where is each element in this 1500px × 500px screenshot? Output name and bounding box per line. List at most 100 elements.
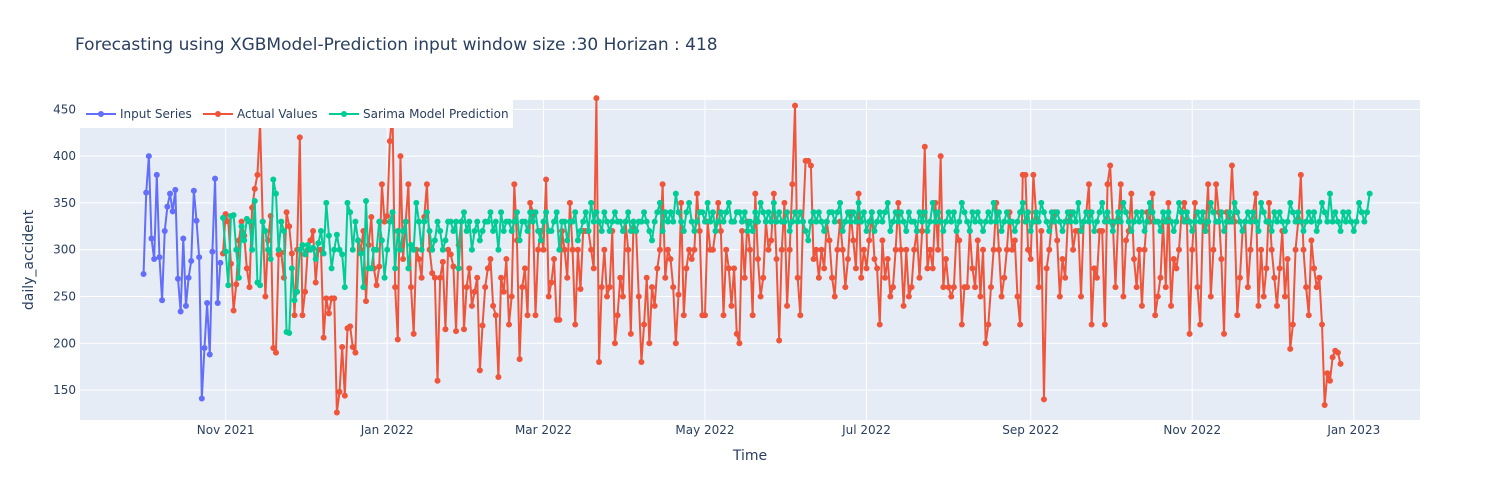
series-point (927, 246, 934, 253)
series-point (1266, 199, 1273, 206)
series-point (564, 237, 571, 244)
series-point (1353, 218, 1360, 225)
series-point (831, 293, 838, 300)
legend-item[interactable]: Sarima Model Prediction (329, 107, 509, 121)
series-point (1088, 209, 1095, 216)
legend-background (80, 100, 513, 128)
series-point (905, 209, 912, 216)
series-point (937, 153, 944, 160)
series-point (524, 312, 531, 319)
series-point (911, 246, 918, 253)
series-point (450, 227, 457, 234)
series-point (1101, 321, 1108, 328)
series-point (874, 265, 881, 272)
series-point (368, 265, 375, 272)
series-point (1083, 209, 1090, 216)
series-point (582, 209, 589, 216)
series-point (325, 310, 332, 317)
series-point (1040, 209, 1047, 216)
series-point (786, 227, 793, 234)
series-point (604, 218, 610, 225)
series-point (860, 209, 867, 216)
series-point (400, 227, 407, 234)
series-point (572, 209, 579, 216)
series-point (813, 218, 820, 225)
series-point (818, 246, 825, 253)
series-point (349, 344, 356, 351)
series-point (1326, 377, 1333, 384)
series-point (1271, 274, 1278, 281)
series-point (466, 218, 473, 225)
series-point (333, 231, 340, 238)
series-point (447, 251, 454, 258)
series-point (1107, 162, 1114, 169)
series-point (323, 199, 330, 206)
series-point (797, 312, 804, 319)
series-point (810, 256, 817, 263)
series-point (482, 284, 489, 291)
series-point (950, 284, 957, 291)
y-tick-label: 250 (53, 289, 76, 303)
series-point (580, 218, 587, 225)
series-point (275, 246, 282, 253)
series-point (1199, 209, 1206, 216)
series-point (1234, 312, 1241, 319)
series-point (937, 218, 944, 225)
series-point (1236, 274, 1243, 281)
series-point (728, 302, 735, 309)
series-point (537, 237, 544, 244)
series-group (140, 153, 224, 402)
series-point (341, 392, 348, 399)
series-point (895, 218, 902, 225)
series-point (535, 246, 542, 253)
series-point (590, 265, 597, 272)
series-point (529, 218, 536, 225)
x-tick-label: May 2022 (675, 423, 734, 437)
series-point (378, 237, 385, 244)
series-point (715, 218, 722, 225)
series-point (680, 312, 687, 319)
legend[interactable]: Input Series Actual Values Sarima Model Pr… (80, 100, 513, 128)
series-point (1274, 302, 1280, 309)
series-point (884, 199, 891, 206)
series-point (251, 185, 258, 192)
legend-item[interactable]: Actual Values (203, 107, 318, 121)
series-point (866, 237, 873, 244)
series-point (776, 209, 783, 216)
series-point (670, 218, 677, 225)
series-point (291, 297, 298, 304)
series-point (172, 186, 179, 193)
series-point (566, 199, 573, 206)
series-point (561, 218, 568, 225)
series-point (1221, 330, 1228, 337)
series-point (410, 246, 417, 253)
series-point (204, 300, 211, 307)
series-point (1062, 274, 1069, 281)
series-point (940, 284, 947, 291)
series-point (270, 176, 277, 183)
series-point (998, 293, 1005, 300)
series-point (598, 227, 605, 234)
series-point (434, 377, 441, 384)
series-point (333, 409, 340, 416)
series-point (1067, 218, 1074, 225)
legend-item[interactable]: Input Series (86, 107, 192, 121)
series-point (887, 293, 894, 300)
series-point (479, 322, 486, 329)
x-axis-title: Time (732, 448, 767, 464)
series-point (521, 265, 528, 272)
series-point (948, 293, 955, 300)
series-point (392, 265, 399, 272)
series-point (747, 218, 753, 225)
series-point (1040, 396, 1047, 403)
series-point (678, 199, 685, 206)
series-point (431, 274, 438, 281)
series-point (278, 218, 285, 225)
series-point (1311, 209, 1318, 216)
series-point (882, 209, 889, 216)
series-point (935, 246, 942, 253)
series-point (675, 209, 682, 216)
series-point (1059, 227, 1066, 234)
series-point (360, 284, 367, 291)
series-point (235, 274, 242, 281)
